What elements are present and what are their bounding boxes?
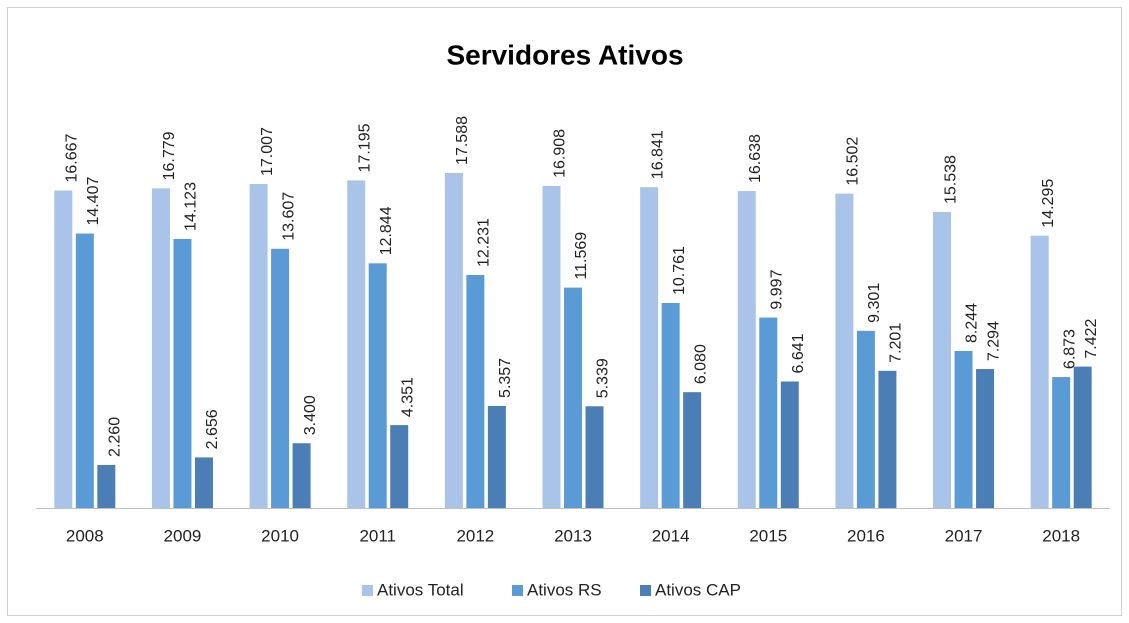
data-label: 16.841 — [649, 130, 666, 179]
data-label: 8.244 — [964, 303, 981, 343]
x-tick-label: 2018 — [1042, 526, 1080, 545]
bar — [1073, 366, 1092, 508]
bar — [564, 287, 582, 508]
bar — [737, 191, 756, 509]
data-label: 9.301 — [866, 283, 883, 323]
x-tick-label: 2017 — [945, 526, 983, 545]
legend-swatch — [512, 585, 523, 596]
data-label: 17.588 — [454, 116, 471, 165]
data-label: 16.638 — [747, 134, 764, 183]
legend-label: Ativos Total — [377, 580, 464, 599]
x-tick-label: 2013 — [554, 526, 592, 545]
data-label: 10.761 — [671, 246, 688, 295]
bar — [585, 406, 604, 508]
bar — [835, 193, 854, 508]
bar — [780, 381, 799, 508]
data-label: 13.607 — [280, 192, 297, 241]
bar — [1030, 235, 1049, 509]
bar — [151, 188, 170, 508]
data-label: 7.201 — [888, 323, 905, 363]
bar — [75, 233, 94, 509]
x-tick-label: 2008 — [66, 526, 104, 545]
data-label: 15.538 — [942, 155, 959, 204]
chart-title: Servidores Ativos — [446, 39, 683, 70]
legend-label: Ativos CAP — [655, 580, 741, 599]
x-tick-label: 2015 — [749, 526, 787, 545]
legend-swatch — [362, 585, 373, 596]
data-label: 4.351 — [399, 377, 416, 417]
bar — [542, 185, 561, 509]
bar — [54, 190, 73, 508]
data-label: 6.873 — [1061, 329, 1078, 369]
bar — [466, 274, 485, 508]
data-label: 6.080 — [692, 344, 709, 384]
bar — [194, 457, 213, 508]
data-label: 12.231 — [476, 218, 493, 267]
data-label: 11.569 — [573, 232, 590, 280]
data-label: 5.339 — [595, 358, 612, 398]
data-label: 16.779 — [161, 131, 178, 180]
legend-swatch — [640, 585, 651, 596]
data-label: 5.357 — [497, 358, 514, 398]
data-label: 14.407 — [85, 177, 102, 226]
data-label: 7.422 — [1083, 318, 1100, 358]
data-label: 17.007 — [259, 127, 276, 176]
x-tick-label: 2016 — [847, 526, 885, 545]
bar — [390, 425, 409, 508]
bar — [249, 184, 268, 508]
x-tick-label: 2011 — [359, 526, 396, 545]
legend-label: Ativos RS — [527, 580, 602, 599]
data-label: 6.641 — [790, 333, 807, 373]
bar — [368, 263, 387, 508]
bar — [292, 443, 311, 508]
data-label: 16.667 — [64, 133, 81, 182]
bar — [878, 370, 897, 508]
bar — [444, 172, 463, 508]
data-label: 2.656 — [204, 409, 221, 449]
data-label: 12.844 — [378, 206, 395, 255]
bar — [933, 212, 952, 508]
x-tick-label: 2009 — [164, 526, 202, 545]
bar — [976, 369, 995, 508]
bar — [97, 464, 116, 508]
bar — [954, 350, 973, 508]
data-label: 2.260 — [107, 417, 124, 457]
data-label: 3.400 — [302, 395, 319, 435]
data-label: 9.997 — [768, 269, 785, 309]
x-tick-label: 2010 — [261, 526, 299, 545]
data-label: 7.294 — [985, 321, 1002, 361]
data-label: 14.295 — [1040, 179, 1057, 228]
bar — [640, 187, 659, 508]
data-label: 16.908 — [552, 129, 569, 178]
bar — [271, 248, 290, 508]
x-tick-label: 2014 — [652, 526, 690, 545]
bar — [347, 180, 366, 509]
data-label: 14.123 — [183, 182, 200, 231]
bar — [759, 317, 778, 508]
data-label: 17.195 — [356, 123, 373, 172]
data-label: 16.502 — [845, 137, 862, 186]
bar — [661, 303, 680, 508]
x-tick-label: 2012 — [456, 526, 494, 545]
bar — [1052, 377, 1071, 508]
bar — [173, 238, 192, 508]
bar — [487, 405, 506, 508]
bar — [683, 392, 702, 508]
bar — [856, 330, 875, 508]
